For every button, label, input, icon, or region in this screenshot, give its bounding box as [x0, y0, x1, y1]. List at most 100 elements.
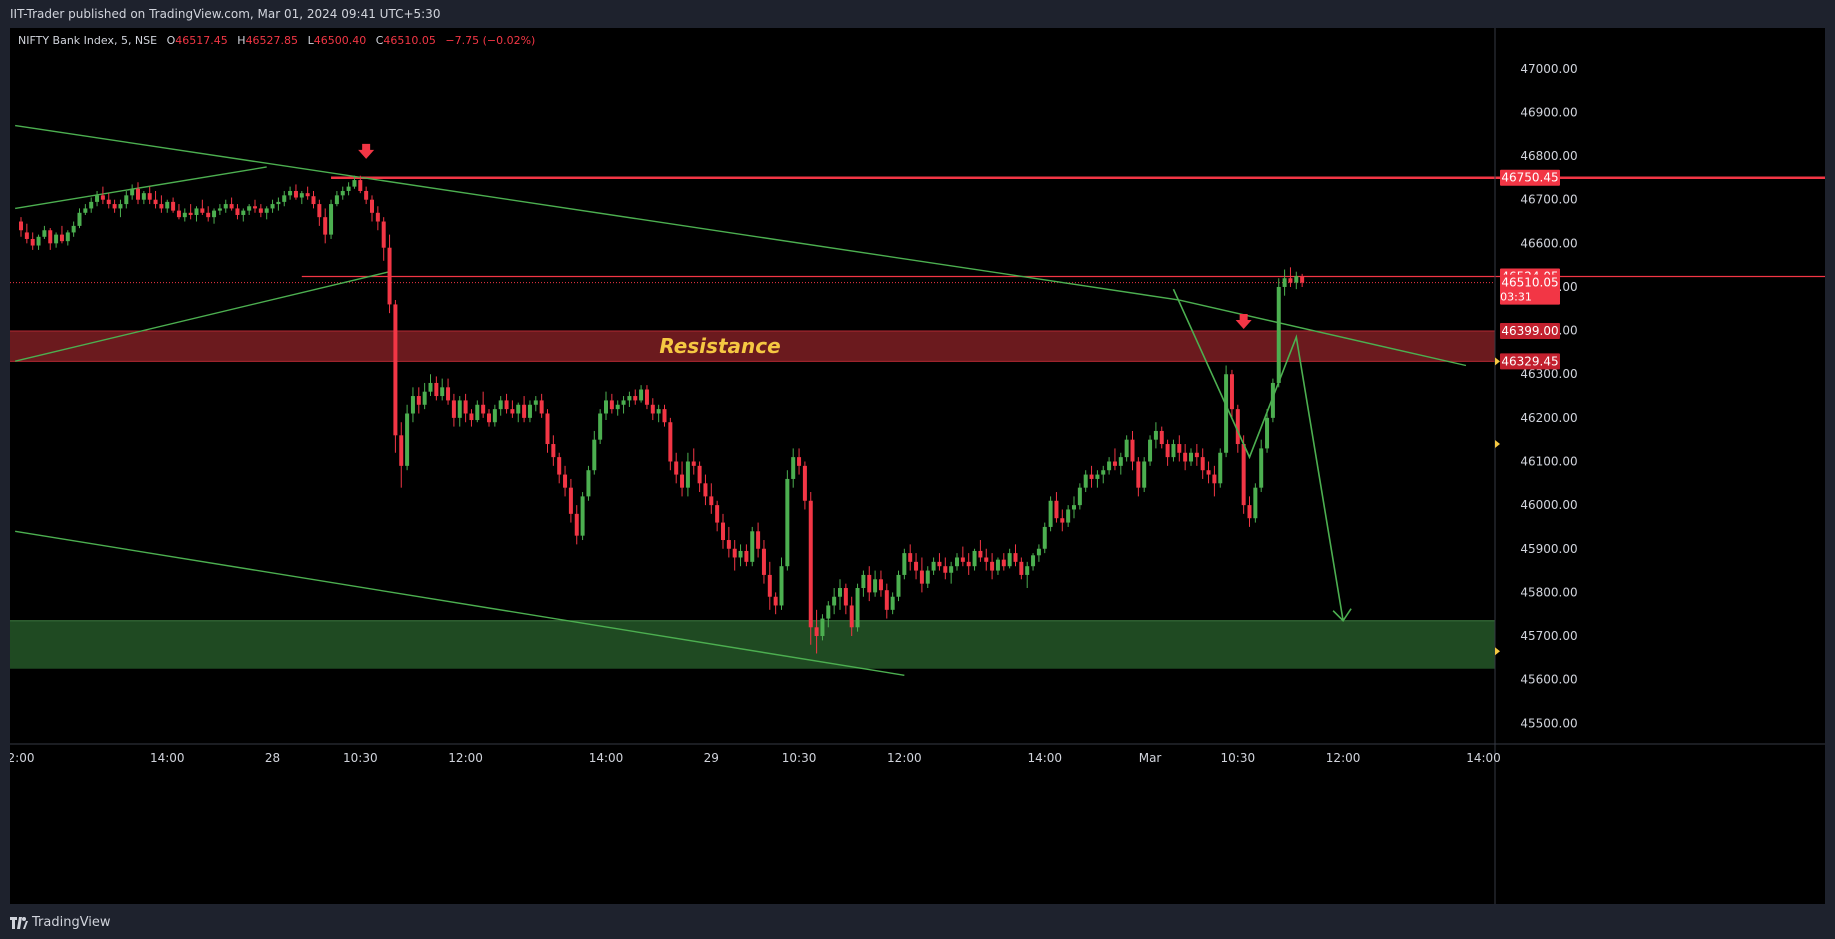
candle[interactable]: [1130, 439, 1135, 462]
candle[interactable]: [387, 247, 392, 305]
candle[interactable]: [1177, 444, 1182, 453]
candle[interactable]: [393, 304, 398, 436]
candle[interactable]: [258, 208, 263, 213]
candle[interactable]: [884, 590, 889, 610]
candle[interactable]: [937, 561, 942, 567]
candle[interactable]: [305, 193, 310, 197]
candle[interactable]: [633, 396, 638, 401]
candle[interactable]: [1288, 278, 1293, 283]
candle[interactable]: [83, 208, 88, 213]
candle[interactable]: [1270, 382, 1275, 418]
candle[interactable]: [235, 208, 240, 215]
candle[interactable]: [662, 409, 667, 423]
candle[interactable]: [580, 496, 585, 536]
candle[interactable]: [106, 199, 111, 205]
candle[interactable]: [112, 204, 117, 209]
candle[interactable]: [1259, 448, 1264, 488]
candle[interactable]: [136, 188, 140, 200]
candle[interactable]: [147, 193, 152, 200]
candle[interactable]: [510, 409, 515, 414]
candle[interactable]: [931, 561, 936, 571]
candle[interactable]: [598, 413, 603, 440]
candle[interactable]: [902, 553, 907, 575]
candle[interactable]: [475, 404, 480, 421]
candle[interactable]: [229, 204, 234, 209]
candle[interactable]: [487, 413, 491, 423]
candle[interactable]: [381, 221, 386, 248]
trendline-1[interactable]: [1179, 299, 1467, 367]
candle[interactable]: [1019, 561, 1024, 575]
candle[interactable]: [463, 400, 468, 414]
candle[interactable]: [738, 550, 743, 558]
candle[interactable]: [253, 206, 257, 209]
chart-area[interactable]: Resistance 47000.00 46900.00 46800.00 46700…: [8, 28, 1825, 904]
candle[interactable]: [340, 190, 345, 196]
candle[interactable]: [925, 570, 930, 584]
candle[interactable]: [644, 389, 649, 405]
candle[interactable]: [276, 201, 281, 205]
candle[interactable]: [744, 550, 749, 562]
candle[interactable]: [358, 180, 363, 191]
candle[interactable]: [878, 579, 883, 591]
candle[interactable]: [1036, 548, 1041, 556]
candle[interactable]: [919, 570, 924, 584]
candle[interactable]: [685, 461, 690, 488]
candle[interactable]: [674, 461, 679, 475]
candle[interactable]: [1124, 439, 1129, 458]
candle[interactable]: [428, 382, 433, 392]
candle[interactable]: [171, 201, 176, 211]
candle[interactable]: [1007, 553, 1012, 567]
candle[interactable]: [615, 404, 620, 410]
candle[interactable]: [118, 204, 123, 209]
candle[interactable]: [48, 230, 53, 244]
candle[interactable]: [949, 566, 954, 573]
candle[interactable]: [960, 557, 965, 562]
candle[interactable]: [410, 396, 415, 414]
candle[interactable]: [873, 579, 878, 593]
candle[interactable]: [299, 193, 304, 198]
candle[interactable]: [1095, 474, 1100, 479]
candle[interactable]: [995, 559, 1000, 571]
candle[interactable]: [194, 208, 199, 215]
candle[interactable]: [1054, 500, 1059, 519]
candle[interactable]: [375, 212, 380, 222]
candle[interactable]: [1294, 276, 1299, 283]
candle[interactable]: [557, 457, 562, 475]
candle[interactable]: [370, 199, 374, 213]
candle[interactable]: [451, 400, 456, 418]
candle[interactable]: [604, 400, 608, 414]
candle[interactable]: [247, 206, 252, 211]
support-zone[interactable]: [10, 620, 1495, 669]
candle[interactable]: [785, 478, 790, 567]
candle[interactable]: [434, 382, 439, 397]
candle[interactable]: [1189, 452, 1193, 462]
candle[interactable]: [30, 238, 35, 246]
candle[interactable]: [1165, 444, 1170, 458]
candle[interactable]: [732, 548, 737, 558]
candle[interactable]: [761, 548, 766, 575]
candle[interactable]: [329, 204, 334, 235]
candle[interactable]: [1101, 470, 1106, 475]
candle[interactable]: [1235, 409, 1240, 445]
candle[interactable]: [77, 212, 82, 226]
candle[interactable]: [288, 190, 293, 196]
candle[interactable]: [293, 190, 298, 198]
candle[interactable]: [750, 531, 755, 562]
candle[interactable]: [721, 522, 725, 541]
candle[interactable]: [668, 422, 673, 462]
candle[interactable]: [551, 444, 556, 458]
candle[interactable]: [264, 208, 269, 213]
candle[interactable]: [24, 232, 29, 239]
trendline-4[interactable]: [15, 530, 905, 676]
candle[interactable]: [42, 230, 47, 237]
candle[interactable]: [188, 212, 193, 215]
candle[interactable]: [59, 234, 64, 242]
candle[interactable]: [914, 561, 919, 571]
candle[interactable]: [446, 387, 451, 401]
candle[interactable]: [849, 605, 854, 628]
candle[interactable]: [364, 190, 369, 200]
candle[interactable]: [1031, 555, 1036, 567]
candle[interactable]: [1253, 487, 1258, 519]
trendline-0[interactable]: [15, 124, 1180, 301]
candle[interactable]: [1118, 457, 1123, 466]
